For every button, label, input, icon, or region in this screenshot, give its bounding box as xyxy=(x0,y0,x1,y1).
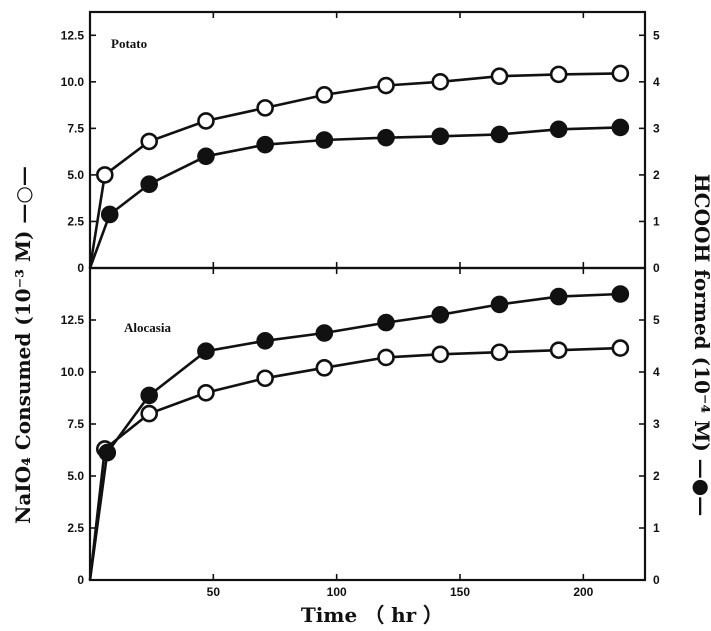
left-tick-label: 5.0 xyxy=(67,168,84,182)
data-point-filled-circle xyxy=(549,120,568,139)
left-tick-label: 2.5 xyxy=(67,214,84,228)
y-axis-title-right: HCOOH formed (10⁻⁴ M) —●— xyxy=(690,174,711,516)
left-tick-label: 0 xyxy=(77,261,84,275)
data-point-filled-circle xyxy=(256,135,274,154)
data-point-filled-circle xyxy=(549,287,568,306)
data-point-open-circle xyxy=(490,67,509,86)
left-tick-label: 2.5 xyxy=(67,521,84,535)
x-tick-label: 100 xyxy=(327,585,347,599)
data-point-open-circle xyxy=(377,348,395,367)
data-point-filled-circle xyxy=(100,205,119,224)
data-point-filled-circle xyxy=(197,147,215,166)
series-line-open-circle xyxy=(88,72,621,269)
panel-label-potato: Potato xyxy=(111,36,147,51)
right-tick-label: 2 xyxy=(653,469,660,483)
data-point-filled-circle xyxy=(256,331,274,350)
data-point-open-circle xyxy=(431,345,450,364)
series-line-open-circle xyxy=(88,346,621,581)
data-point-filled-circle xyxy=(98,443,117,462)
data-point-filled-circle xyxy=(431,127,450,146)
data-point-filled-circle xyxy=(140,175,158,194)
x-tick-label: 150 xyxy=(450,585,470,599)
plot-frame-0 xyxy=(88,10,647,270)
data-point-open-circle xyxy=(377,76,395,95)
data-point-filled-circle xyxy=(315,131,334,149)
right-tick-label: 0 xyxy=(653,261,660,275)
data-point-filled-circle xyxy=(377,313,395,332)
right-tick-label: 1 xyxy=(653,521,660,535)
data-point-open-circle xyxy=(256,369,274,388)
left-tick-label: 5.0 xyxy=(67,469,84,483)
left-tick-label: 7.5 xyxy=(67,121,84,135)
data-point-open-circle xyxy=(611,339,630,357)
data-point-filled-circle xyxy=(431,305,450,324)
left-tick-label: 7.5 xyxy=(67,417,84,431)
data-point-open-circle xyxy=(197,112,215,130)
right-tick-label: 5 xyxy=(653,28,660,42)
series-line-filled-circle xyxy=(88,292,621,581)
data-point-filled-circle xyxy=(490,295,509,314)
left-tick-label: 10.0 xyxy=(61,365,85,379)
panel-label-alocasia: Alocasia xyxy=(124,320,171,335)
data-point-open-circle xyxy=(140,132,158,151)
right-tick-label: 2 xyxy=(653,168,660,182)
data-point-open-circle xyxy=(611,64,630,83)
data-point-filled-circle xyxy=(611,285,630,303)
chart-series xyxy=(88,64,630,581)
data-point-filled-circle xyxy=(197,342,215,361)
data-point-open-circle xyxy=(256,99,274,117)
x-tick-label: 50 xyxy=(207,585,221,599)
series-line-filled-circle xyxy=(88,126,621,269)
plot-frame-1 xyxy=(88,266,647,582)
chart-labels: Potato Alocasia Time （ hr ） NaIO₄ Consum… xyxy=(11,36,711,627)
left-tick-label: 10.0 xyxy=(61,75,85,89)
left-tick-label: 12.5 xyxy=(61,313,85,327)
right-tick-label: 5 xyxy=(653,313,660,327)
data-point-filled-circle xyxy=(611,118,630,137)
data-point-open-circle xyxy=(140,404,158,423)
data-point-filled-circle xyxy=(140,386,158,405)
right-tick-label: 4 xyxy=(653,75,660,89)
data-point-filled-circle xyxy=(490,125,509,144)
axis-ticks: 02.55.07.510.012.501234502.55.07.510.012… xyxy=(61,12,660,599)
y-axis-title-left: NaIO₄ Consumed (10⁻³ M) —○— xyxy=(11,166,35,524)
data-point-filled-circle xyxy=(377,128,395,147)
data-point-filled-circle xyxy=(315,324,334,342)
right-tick-label: 3 xyxy=(653,121,660,135)
data-point-open-circle xyxy=(197,383,215,402)
left-tick-label: 0 xyxy=(77,573,84,587)
right-tick-label: 3 xyxy=(653,417,660,431)
data-point-open-circle xyxy=(315,359,334,377)
data-point-open-circle xyxy=(96,166,114,184)
data-point-open-circle xyxy=(431,73,450,91)
right-tick-label: 1 xyxy=(653,214,660,228)
x-axis-title: Time （ hr ） xyxy=(301,603,443,627)
data-point-open-circle xyxy=(490,343,509,362)
x-tick-label: 200 xyxy=(573,585,593,599)
data-point-open-circle xyxy=(549,65,568,84)
left-tick-label: 12.5 xyxy=(61,28,85,42)
data-point-open-circle xyxy=(315,86,334,104)
right-tick-label: 0 xyxy=(653,573,660,587)
data-point-open-circle xyxy=(549,341,568,359)
right-tick-label: 4 xyxy=(653,365,660,379)
